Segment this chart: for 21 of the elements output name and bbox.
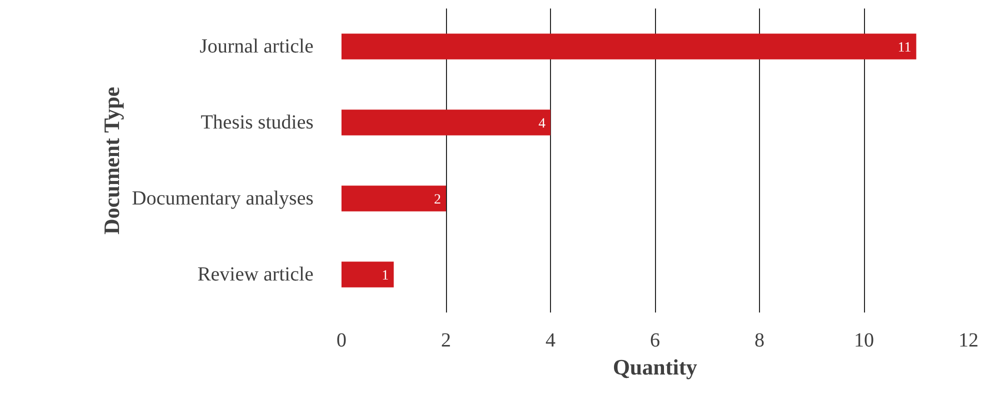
y-tick-label: Review article [197, 264, 314, 286]
data-label: 11 [898, 40, 912, 56]
x-tick-label: 0 [336, 330, 346, 352]
data-label: 1 [382, 268, 389, 284]
x-tick-label: 12 [958, 330, 978, 352]
bar [342, 262, 394, 288]
bar [342, 186, 446, 212]
data-label: 2 [434, 192, 441, 208]
x-tick-label: 6 [650, 330, 660, 352]
y-tick-label: Documentary analyses [132, 188, 314, 210]
x-axis-title: Quantity [612, 354, 698, 380]
bar [342, 34, 916, 60]
y-axis-title: Document Type [98, 86, 124, 235]
bar [342, 110, 550, 136]
x-tick-label: 2 [441, 330, 451, 352]
y-tick-label: Thesis studies [200, 112, 314, 134]
x-tick-label: 8 [754, 330, 764, 352]
y-tick-label: Journal article [200, 36, 314, 58]
x-tick-label: 4 [546, 330, 556, 352]
x-tick-label: 10 [854, 330, 874, 352]
data-label: 4 [538, 116, 546, 132]
